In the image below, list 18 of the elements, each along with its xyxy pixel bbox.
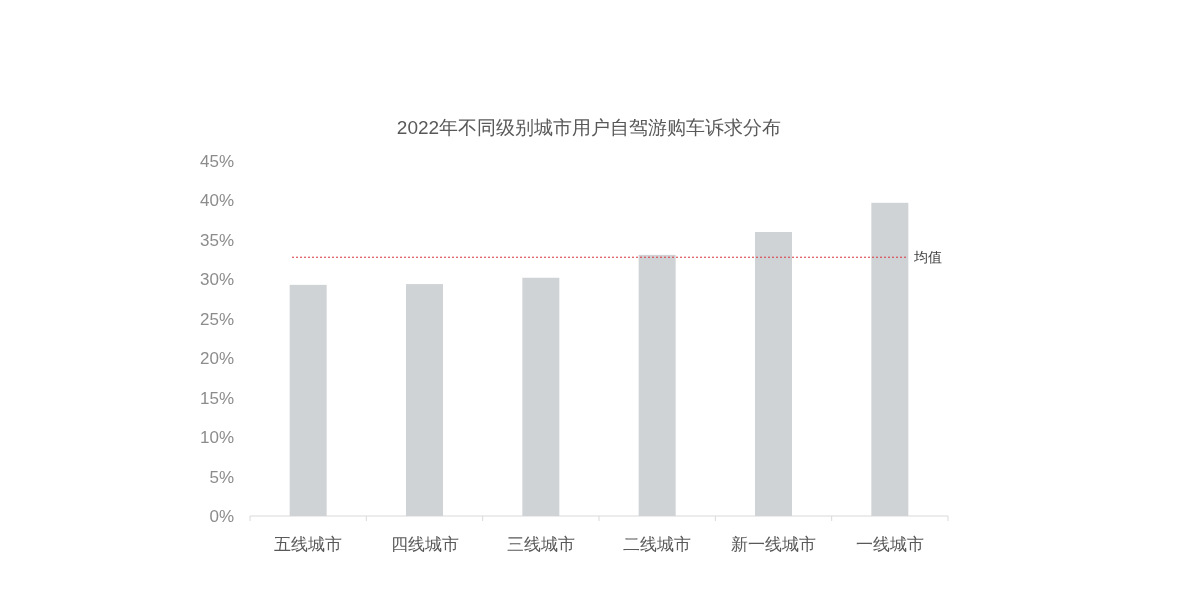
y-tick-label: 15%	[199, 388, 234, 408]
chart-title: 2022年不同级别城市用户自驾游购车诉求分布	[396, 117, 782, 138]
x-tick-label: 三线城市	[506, 535, 575, 554]
x-tick-label: 新一线城市	[731, 535, 816, 554]
y-tick-label: 0%	[209, 507, 234, 526]
ref-line-label: 均值	[913, 249, 942, 266]
x-tick-label: 一线城市	[855, 535, 924, 554]
x-tick-label: 二线城市	[623, 535, 692, 554]
y-tick-label: 40%	[199, 191, 234, 211]
y-tick-label: 35%	[199, 230, 234, 250]
x-tick-label: 四线城市	[390, 535, 459, 554]
y-tick-label: 20%	[199, 349, 234, 369]
x-tick-label: 五线城市	[274, 535, 343, 554]
y-tick-label: 25%	[199, 309, 234, 329]
y-tick-label: 10%	[199, 428, 234, 448]
y-tick-label: 5%	[209, 467, 234, 487]
y-tick-label: 30%	[199, 270, 234, 290]
y-tick-label: 45%	[199, 152, 234, 171]
